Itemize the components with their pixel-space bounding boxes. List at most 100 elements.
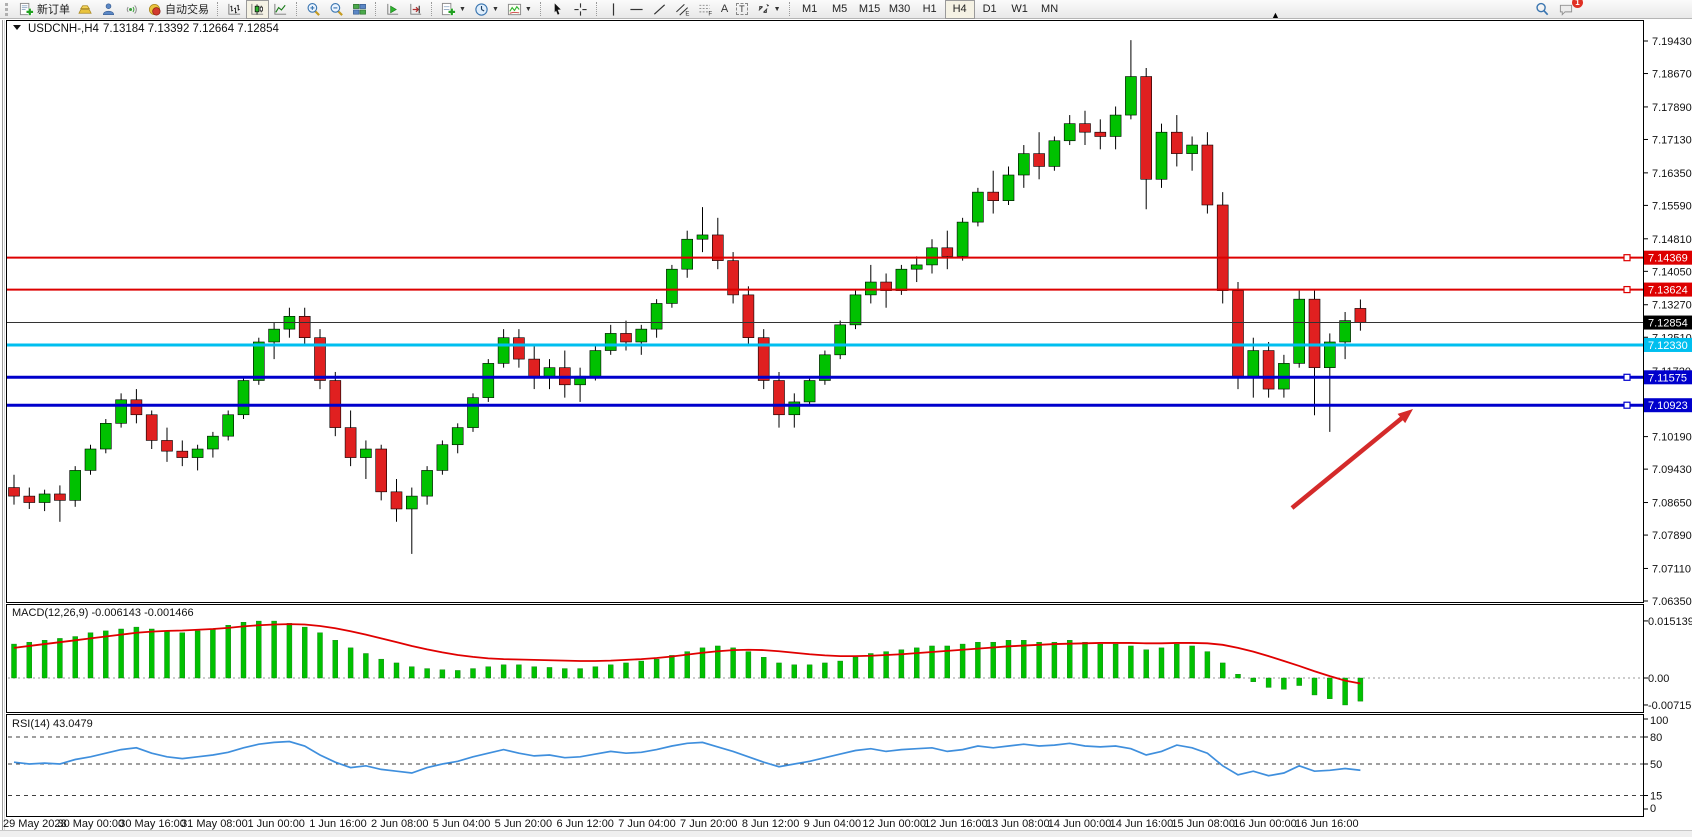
timeframe-m30-button[interactable]: M30 [888,3,911,15]
line-handle[interactable] [1623,373,1631,381]
macd-histogram-bar [72,636,78,679]
toolbar-separator [375,2,377,16]
macd-histogram-bar [164,630,170,679]
clock-icon [475,2,488,16]
bear-candle [8,487,20,497]
bull-candle [421,470,433,497]
period-dropdown[interactable]: ▼ [470,0,503,19]
timeframe-h4-button[interactable]: H4 [944,0,975,19]
indicators-dropdown[interactable]: ▼ [503,0,536,19]
bull-candle [1293,298,1305,364]
bull-candle [222,414,234,437]
zoom-out-button[interactable] [325,0,348,19]
bar-chart-button[interactable] [223,0,246,19]
bull-candle [1186,144,1198,154]
market-watch-button[interactable] [74,0,97,19]
macd-histogram-bar [1112,643,1119,679]
macd-histogram-bar [929,645,935,679]
horizontal-line-tool-button[interactable] [625,0,648,19]
macd-histogram-bar [210,628,216,679]
chevron-down-icon: ▼ [773,5,781,13]
candlestick-chart-button[interactable] [246,0,269,19]
macd-histogram-bar [791,664,797,679]
line-handle[interactable] [1623,285,1631,294]
one-click-trading-icon[interactable] [13,25,21,30]
timeframe-mn-button[interactable]: MN [1041,3,1059,15]
text-tool-button[interactable]: A [717,0,732,19]
autotrading-button[interactable]: 自动交易 [143,0,213,19]
cursor-tool-button[interactable] [546,0,569,19]
candlestick-chart-icon [251,3,264,15]
bear-candle [1171,131,1183,154]
chart-step-button[interactable] [404,0,427,19]
time-axis-label: 1 Jun 16:00 [309,818,367,830]
line-handle[interactable] [1623,401,1631,409]
bull-candle [1339,320,1351,343]
line-chart-icon [274,3,287,15]
macd-histogram-bar [592,666,599,679]
toolbar-separator [296,2,298,16]
bull-candle [207,435,219,450]
label-tool-button[interactable]: T [732,0,752,19]
macd-histogram-bar [347,647,354,679]
macd-histogram-bar [393,662,400,679]
bull-candle [543,367,556,377]
chart-title-symbol: USDCNH-,H4 [28,23,100,35]
macd-histogram-bar [990,641,996,679]
macd-histogram-bar [1281,677,1287,690]
macd-histogram-bar [286,623,293,679]
new-order-button[interactable]: 新订单 [15,0,74,19]
timeframe-h1-button[interactable]: H1 [922,3,937,15]
chevron-down-icon: ▼ [524,5,532,13]
timeframe-m15-button[interactable]: M15 [858,3,881,15]
chart-play-button[interactable] [381,0,404,19]
macd-histogram-bar [745,651,752,679]
timeframe-m1-button[interactable]: M1 [801,3,818,15]
fibonacci-tool-button[interactable]: F [694,0,717,19]
crosshair-tool-button[interactable] [569,0,592,19]
bear-candle [742,294,755,338]
feedback-button[interactable]: 1 [1554,0,1583,19]
time-axis-label: 14 Jun 00:00 [1048,818,1112,830]
toolbar-grip[interactable] [5,2,12,16]
price-tick-label: 7.17890 [1652,102,1692,114]
toolbar-expand-icon[interactable]: ▲ [1271,10,1280,20]
line-handle[interactable] [1623,254,1631,262]
macd-histogram-bar [1327,677,1333,699]
line-chart-button[interactable] [269,0,292,19]
zoom-in-button[interactable] [302,0,325,19]
price-level-badge [1644,315,1692,330]
vertical-line-tool-button[interactable] [602,0,625,19]
vertical-line-icon [612,2,614,16]
macd-histogram-bar [898,649,905,679]
bull-candle [666,268,678,304]
channel-icon: E [675,3,689,17]
timeframe-d1-button[interactable]: D1 [982,3,997,15]
macd-histogram-bar [1311,677,1318,696]
new-chart-dropdown[interactable]: ▼ [437,0,470,19]
timeframe-w1-button[interactable]: W1 [1011,3,1028,15]
price-level-badge [1644,337,1692,352]
equidistant-channel-tool-button[interactable]: E [671,0,694,19]
bull-candle [956,221,969,257]
bull-candle [405,495,418,510]
annotation-arrow-head[interactable] [1397,409,1413,424]
chevron-down-icon: ▼ [459,5,466,13]
trendline-tool-button[interactable] [648,0,671,19]
macd-histogram-bar [1097,643,1104,679]
macd-histogram-bar [87,632,94,679]
arrows-dropdown[interactable]: ▼ [752,0,785,19]
tile-windows-button[interactable] [348,0,371,19]
bear-candle [176,450,189,458]
time-axis-label: 9 Jun 04:00 [804,818,862,830]
zoom-in-icon [307,2,320,16]
navigator-button[interactable] [97,0,120,19]
search-button[interactable] [1531,0,1554,19]
macd-histogram-bar [623,662,629,679]
time-axis-label: 12 Jun 16:00 [924,818,988,830]
timeframe-m5-button[interactable]: M5 [831,3,848,15]
person-icon [103,2,114,15]
macd-histogram-bar [975,641,981,679]
signals-button[interactable] [120,0,143,19]
annotation-arrow-shaft[interactable] [1290,414,1406,510]
